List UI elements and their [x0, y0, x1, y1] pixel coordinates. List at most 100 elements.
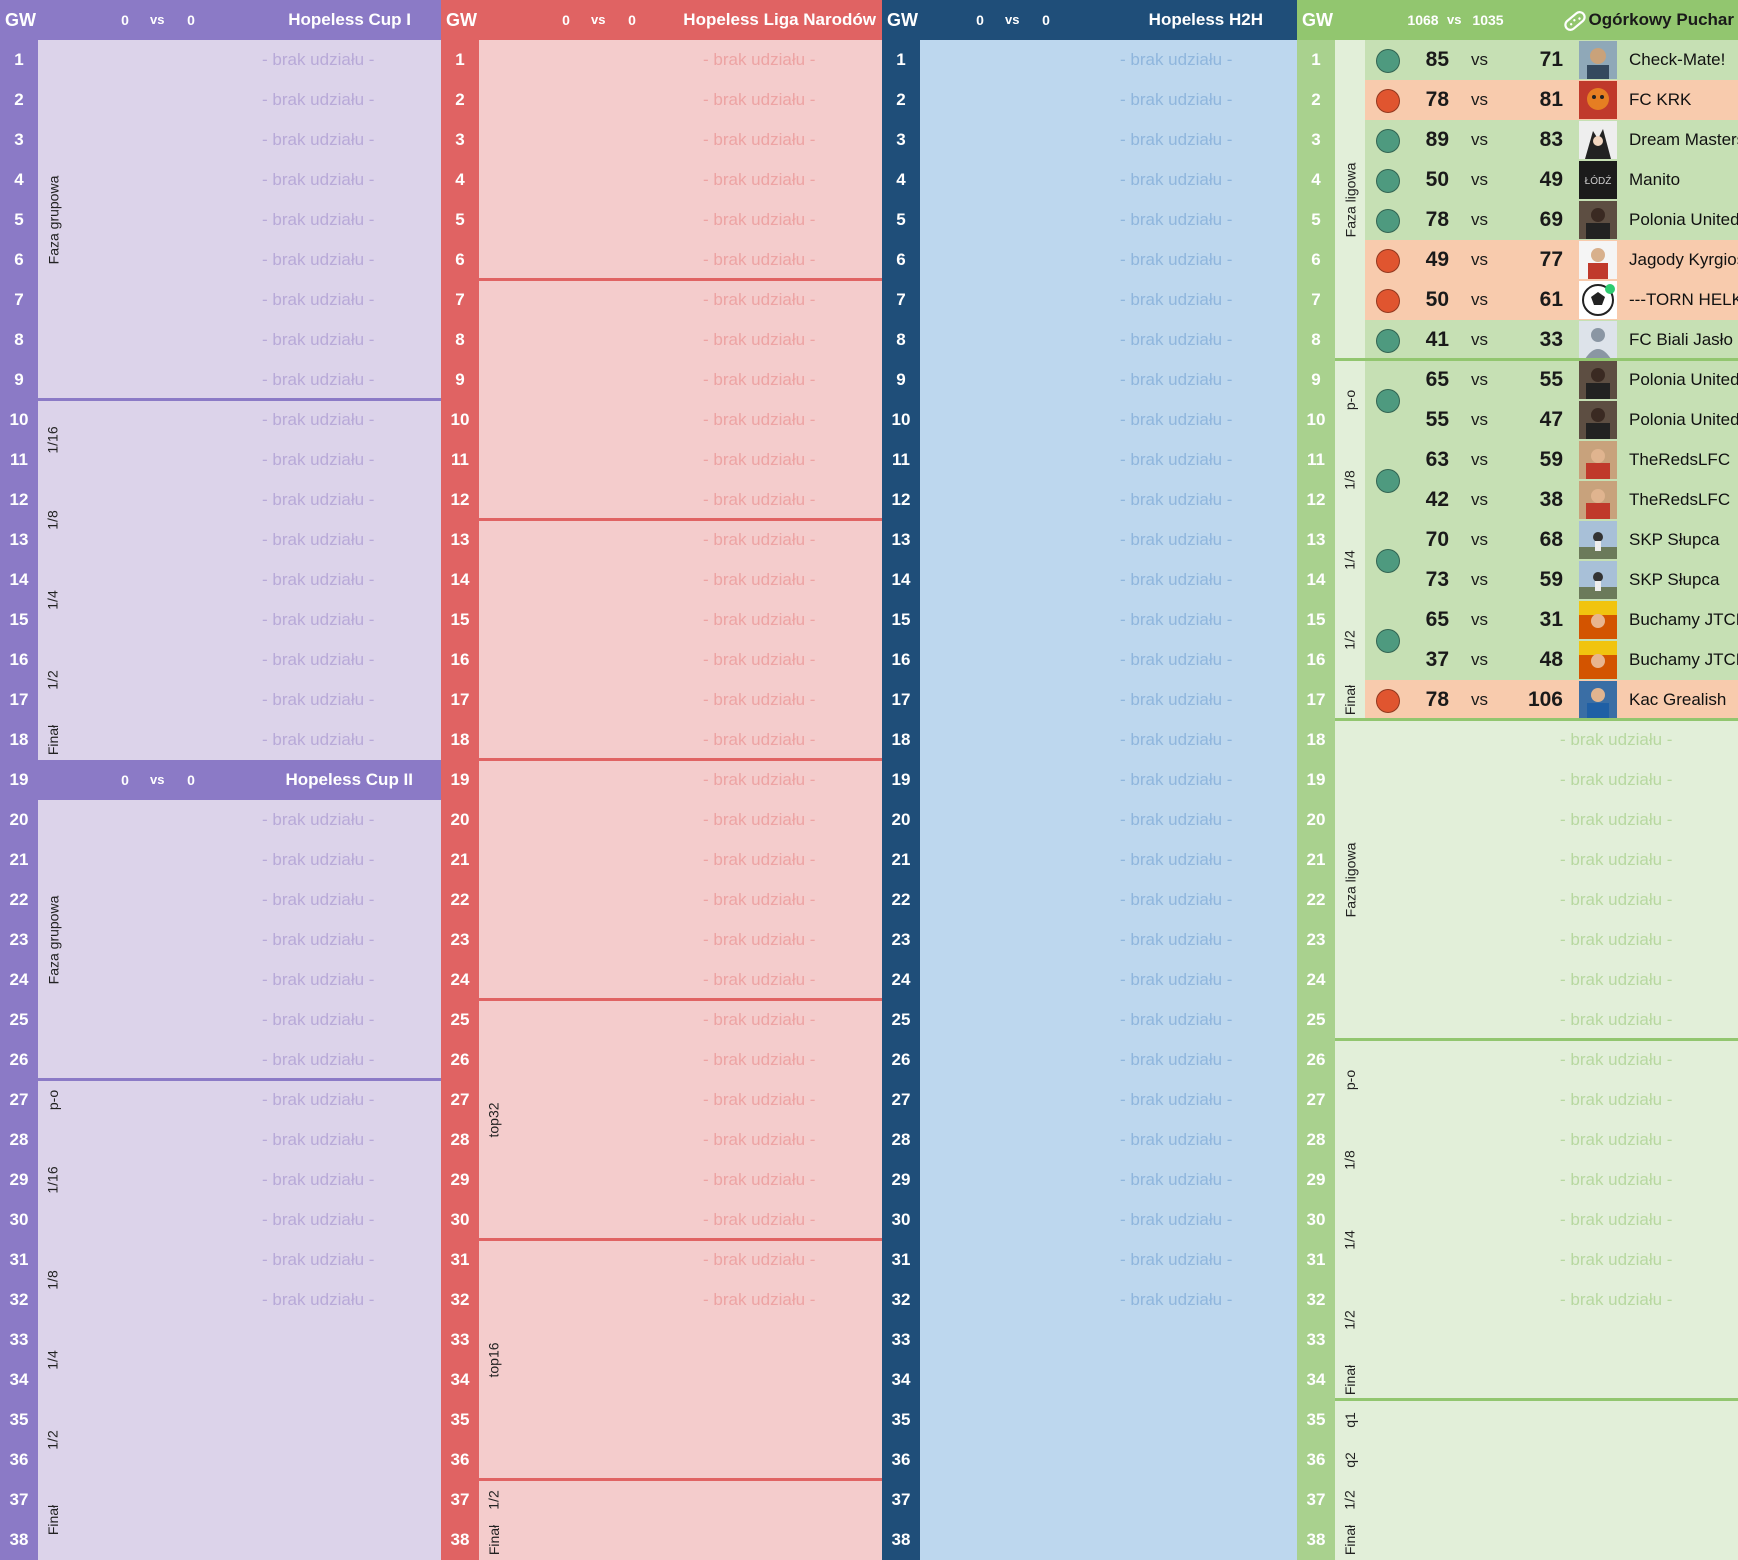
- no-participation-label: - brak udziału -: [1120, 970, 1233, 989]
- gameweek-number: 10: [1306, 410, 1326, 429]
- stage-label: 1/4: [1335, 1200, 1365, 1280]
- gameweek-number: 5: [896, 210, 906, 229]
- no-participation-label: - brak udziału -: [703, 50, 816, 69]
- stage-label: p-o: [1335, 1040, 1365, 1120]
- opponent-team-name[interactable]: Buchamy JTCNW: [1629, 610, 1738, 629]
- stage-label-text: q1: [1341, 1412, 1358, 1428]
- no-participation-label: - brak udziału -: [703, 410, 816, 429]
- stage-label: 1/16: [38, 1120, 68, 1240]
- stage-label-text: p-o: [1341, 1069, 1358, 1091]
- opponent-score: 69: [1539, 208, 1563, 231]
- no-participation-label: - brak udziału -: [262, 330, 375, 349]
- gameweek-number: 19: [891, 770, 911, 789]
- gameweek-number: 10: [9, 410, 29, 429]
- opponent-team-name[interactable]: TheRedsLFC: [1629, 490, 1731, 509]
- no-participation-label: - brak udziału -: [1120, 810, 1233, 829]
- match-row[interactable]: 65 vs 55 Polonia United: [1365, 360, 1738, 400]
- match-row[interactable]: 78 vs 106 Kac Grealish: [1365, 680, 1738, 720]
- opponent-score: 81: [1539, 88, 1563, 111]
- no-participation-label: - brak udziału -: [703, 210, 816, 229]
- gameweek-number: 24: [450, 970, 470, 989]
- liga-header: GW 0 vs 0 Hopeless Liga Narodów: [441, 0, 882, 40]
- gameweek-number: 24: [1306, 970, 1326, 989]
- gameweek-number: 2: [455, 90, 465, 109]
- gameweek-number: 12: [1306, 490, 1326, 509]
- opponent-avatar: [1579, 201, 1617, 239]
- gameweek-number: 2: [896, 90, 906, 109]
- no-participation-label: - brak udziału -: [703, 730, 816, 749]
- gameweek-number: 38: [1306, 1530, 1326, 1549]
- no-participation-label: - brak udziału -: [262, 530, 375, 549]
- gameweek-number: 31: [1306, 1250, 1326, 1269]
- my-score: 55: [1425, 408, 1449, 431]
- gameweek-number: 14: [891, 570, 911, 589]
- match-row[interactable]: 50 vs 61 ---TORN HELKAR---: [1365, 280, 1738, 320]
- no-participation-label: - brak udziału -: [1120, 530, 1233, 549]
- match-row[interactable]: 73 vs 59 SKP Słupca: [1365, 560, 1738, 600]
- my-score: 49: [1425, 248, 1449, 271]
- match-row[interactable]: 70 vs 68 SKP Słupca: [1365, 520, 1738, 560]
- stage-label-text: 1/2: [45, 1430, 61, 1450]
- opponent-score: 71: [1539, 48, 1563, 71]
- win-indicator-icon: [1376, 389, 1400, 413]
- match-vs: vs: [1471, 610, 1488, 629]
- opponent-team-name[interactable]: Dream Masters: [1629, 130, 1738, 149]
- match-row[interactable]: 89 vs 83 Dream Masters: [1365, 120, 1738, 160]
- cup1-body: - brak udziału - - brak udziału - - brak u…: [38, 40, 441, 1560]
- opponent-team-name[interactable]: FC Biali Jasło: [1629, 330, 1733, 349]
- gw-column: 1 2 3 4 5 6 7 8 9 10 11 12 13 14 15 16 17 18 19 20 21 22 23 24 2…: [0, 40, 38, 1560]
- gameweek-number: 36: [9, 1450, 29, 1469]
- opponent-team-name[interactable]: Manito: [1629, 170, 1681, 189]
- opponent-team-name[interactable]: Check-Mate!: [1629, 50, 1726, 69]
- match-row[interactable]: 42 vs 38 TheRedsLFC: [1365, 480, 1738, 520]
- stage-label: Finał: [1335, 1520, 1365, 1560]
- opponent-team-name[interactable]: FC KRK: [1629, 90, 1692, 109]
- match-row[interactable]: 37 vs 48 Buchamy JTCNW: [1365, 640, 1738, 680]
- gameweek-number: 27: [450, 1090, 470, 1109]
- opponent-team-name[interactable]: Jagody Kyrgiosa: [1629, 250, 1738, 269]
- opponent-team-name[interactable]: ---TORN HELKAR---: [1629, 290, 1738, 309]
- gameweek-number: 6: [14, 250, 24, 269]
- match-row[interactable]: 65 vs 31 Buchamy JTCNW: [1365, 600, 1738, 640]
- gameweek-number: 13: [9, 530, 29, 549]
- no-participation-label: - brak udziału -: [1120, 570, 1233, 589]
- no-participation-label: - brak udziału -: [1120, 330, 1233, 349]
- match-row[interactable]: 63 vs 59 TheRedsLFC: [1365, 440, 1738, 480]
- gameweek-number: 6: [455, 250, 465, 269]
- opponent-team-name[interactable]: TheRedsLFC: [1629, 450, 1731, 469]
- match-row[interactable]: 78 vs 81 FC KRK: [1365, 80, 1738, 120]
- match-row[interactable]: 49 vs 77 Jagody Kyrgiosa: [1365, 240, 1738, 280]
- match-row[interactable]: 41 vs 33 FC Biali Jasło: [1365, 320, 1738, 360]
- gameweek-number: 28: [891, 1130, 911, 1149]
- cup1-score-a: 0: [121, 12, 129, 28]
- match-row[interactable]: 55 vs 47 Polonia United: [1365, 400, 1738, 440]
- stage-label-text: 1/4: [45, 590, 61, 610]
- opponent-team-name[interactable]: Polonia United: [1629, 370, 1738, 389]
- gameweek-number: 1: [1311, 50, 1321, 69]
- gameweek-number: 15: [450, 610, 470, 629]
- opponent-team-name[interactable]: Polonia United: [1629, 410, 1738, 429]
- opponent-team-name[interactable]: Buchamy JTCNW: [1629, 650, 1738, 669]
- opponent-team-name[interactable]: SKP Słupca: [1629, 530, 1720, 549]
- match-row[interactable]: 50 vs 49 ŁÓDŹ Manito: [1365, 160, 1738, 200]
- gameweek-number: 7: [455, 290, 465, 309]
- stage-label: Finał: [1335, 1360, 1365, 1400]
- stage-label: Faza ligowa: [1335, 40, 1365, 360]
- match-vs: vs: [1471, 490, 1488, 509]
- gameweek-number: 6: [896, 250, 906, 269]
- opponent-team-name[interactable]: Polonia United: [1629, 210, 1738, 229]
- opponent-team-name[interactable]: Kac Grealish: [1629, 690, 1727, 709]
- no-participation-label: - brak udziału -: [1120, 690, 1233, 709]
- stage-divider: [1335, 358, 1738, 361]
- match-row[interactable]: 78 vs 69 Polonia United: [1365, 200, 1738, 240]
- no-participation-label: - brak udziału -: [262, 250, 375, 269]
- stage-divider: [479, 1238, 882, 1241]
- match-row[interactable]: 85 vs 71 Check-Mate!: [1365, 40, 1738, 80]
- h2h-score-b: 0: [1042, 12, 1050, 28]
- gameweek-number: 19: [450, 770, 470, 789]
- no-participation-label: - brak udziału -: [1560, 970, 1673, 989]
- opponent-team-name[interactable]: SKP Słupca: [1629, 570, 1720, 589]
- stage-divider: [479, 1478, 882, 1481]
- gw-column: 1 2 3 4 5 6 7 8 9 10 11 12 13 14 15 16 17 18 19 20 21 22 23 24 2…: [882, 40, 920, 1560]
- stage-label-text: q2: [1341, 1452, 1358, 1468]
